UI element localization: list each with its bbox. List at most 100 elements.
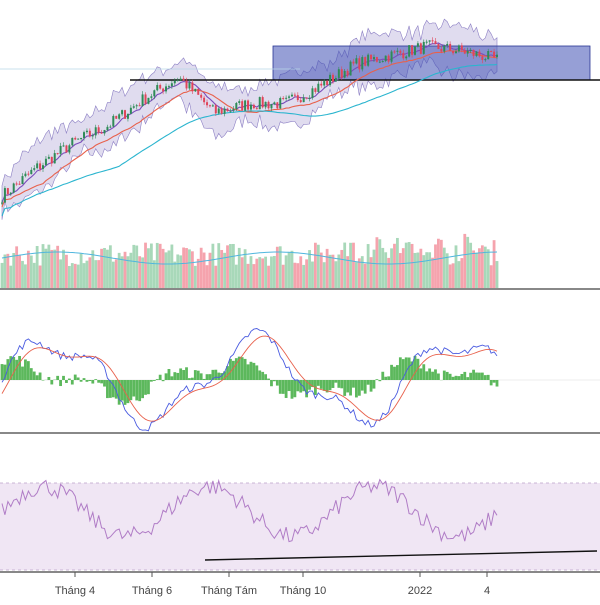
candle-body — [446, 44, 448, 46]
volume-bar — [100, 249, 103, 288]
candle-body — [253, 105, 255, 108]
volume-bar — [165, 252, 168, 288]
volume-bar — [317, 245, 320, 288]
candle — [408, 45, 410, 58]
candle-body — [177, 80, 179, 81]
volume-bar — [270, 256, 273, 288]
volume-bar — [329, 255, 332, 288]
x-tick-label: 2022 — [408, 585, 432, 597]
candle-body — [98, 127, 100, 132]
candle-body — [437, 44, 439, 49]
volume-bar — [428, 252, 431, 288]
macd-histogram-bar — [425, 371, 428, 380]
macd-histogram-bar — [56, 376, 59, 380]
macd-histogram-bar — [33, 372, 36, 380]
volume-bar — [235, 265, 238, 288]
candle-body — [232, 109, 234, 111]
candle-body — [92, 135, 94, 136]
candle-body — [411, 45, 413, 55]
volume-bar — [402, 248, 405, 288]
candle — [391, 50, 393, 64]
candle-body — [112, 116, 114, 127]
macd-histogram-bar — [162, 380, 165, 381]
volume-bar — [440, 240, 443, 288]
volume-bar — [206, 265, 209, 288]
volume-bar — [162, 249, 165, 288]
macd-histogram-bar — [329, 380, 332, 390]
volume-bar — [258, 257, 261, 288]
macd-histogram-bar — [206, 374, 209, 380]
candle-body — [101, 133, 103, 134]
candle-body — [36, 163, 38, 168]
macd-histogram-bar — [496, 380, 499, 387]
macd-histogram-bar — [437, 374, 440, 380]
macd-histogram-bar — [458, 376, 461, 380]
rsi-band — [0, 483, 600, 570]
candle-body — [256, 108, 258, 109]
candle-body — [449, 44, 451, 51]
macd-histogram-bar — [355, 380, 358, 397]
candle-body — [490, 51, 492, 52]
macd-histogram-bar — [393, 367, 396, 380]
macd-histogram-bar — [250, 362, 253, 380]
volume-bar — [466, 237, 469, 288]
candle-body — [7, 188, 9, 194]
rsi-pane — [0, 480, 600, 570]
macd-histogram-bar — [42, 380, 45, 381]
candle-body — [268, 102, 270, 108]
candle-body — [194, 89, 196, 91]
volume-bar — [252, 264, 255, 288]
candle-body — [115, 116, 117, 119]
macd-histogram-bar — [361, 380, 364, 391]
volume-bar — [170, 245, 173, 288]
candle-body — [150, 96, 152, 98]
candle-body — [358, 58, 360, 69]
macd-histogram-bar — [159, 375, 162, 380]
candle-body — [344, 71, 346, 78]
volume-bar — [94, 260, 97, 288]
volume-bar — [45, 249, 48, 288]
macd-histogram-bar — [370, 380, 373, 392]
volume-bar — [62, 250, 65, 288]
volume-bar — [176, 254, 179, 288]
candle-body — [493, 52, 495, 58]
candle-body — [39, 163, 41, 169]
candle-body — [405, 57, 407, 59]
macd-histogram-bar — [261, 372, 264, 380]
candle-body — [118, 114, 120, 118]
candle-body — [191, 82, 193, 91]
candle-body — [142, 94, 144, 106]
volume-bar — [305, 259, 308, 288]
volume-bar — [21, 261, 24, 288]
candle-body — [484, 59, 486, 60]
candle-body — [461, 45, 463, 50]
macd-histogram-bar — [217, 373, 220, 380]
volume-bar — [414, 253, 417, 288]
candle-body — [481, 56, 483, 60]
candle — [414, 46, 416, 55]
candle-body — [464, 50, 466, 53]
volume-bar — [91, 250, 94, 288]
volume-bar — [129, 253, 132, 288]
macd-histogram-bar — [185, 367, 188, 380]
volume-bar — [138, 256, 141, 288]
volume-bar — [83, 263, 86, 288]
candle-body — [48, 157, 50, 159]
volume-bar — [449, 264, 452, 288]
candle-body — [51, 157, 53, 163]
volume-bar — [209, 253, 212, 288]
candle-body — [19, 184, 21, 185]
macd-histogram-bar — [97, 380, 100, 383]
macd-histogram-bar — [62, 376, 65, 380]
macd-histogram-bar — [364, 380, 367, 394]
candle-body — [106, 127, 108, 130]
candle — [115, 116, 117, 119]
candle-body — [329, 75, 331, 85]
macd-histogram-bar — [232, 361, 235, 380]
x-tick-label: Tháng 4 — [55, 585, 95, 597]
candle-body — [402, 53, 404, 58]
candle-body — [311, 88, 313, 98]
candle-body — [467, 51, 469, 54]
candle — [350, 60, 352, 75]
